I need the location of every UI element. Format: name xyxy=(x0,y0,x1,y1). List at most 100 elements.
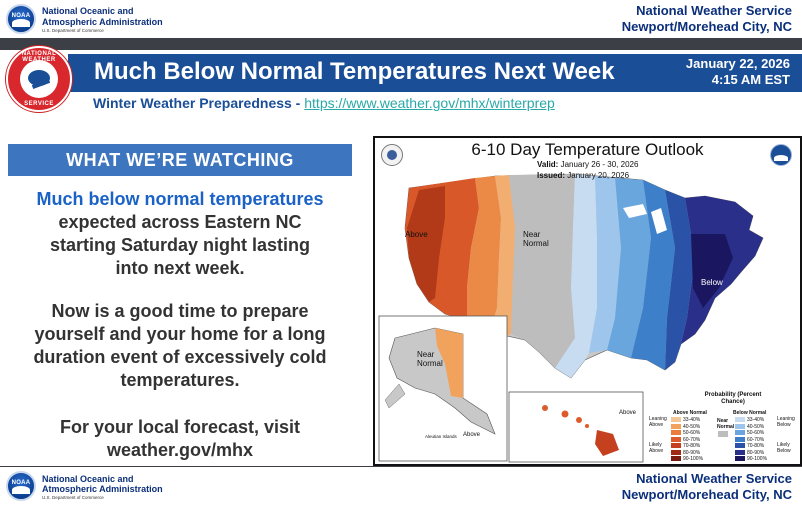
issue-time: 4:15 AM EST xyxy=(711,72,790,87)
legend-below-swatch xyxy=(735,443,745,449)
map-valid-dates: Valid: January 26 - 30, 2026 xyxy=(537,160,638,169)
legend-above-range: 60-70% xyxy=(683,436,701,443)
issued-value: January 20, 2026 xyxy=(567,171,630,180)
commerce-seal-icon xyxy=(381,144,403,166)
legend-above-row: 33-40% xyxy=(671,417,700,423)
legend-below-row: 40-50% xyxy=(735,424,764,430)
map-title: 6-10 Day Temperature Outlook xyxy=(471,140,704,159)
footer-office-line2: Newport/Morehead City, NC xyxy=(621,487,792,502)
title-bar xyxy=(68,54,802,92)
legend-below-swatch xyxy=(735,456,745,462)
label-aleutian-islands: Aleutian Islands xyxy=(425,434,457,439)
footer-org-dept: U.S. Department of Commerce xyxy=(42,495,104,500)
noaa-map-logo-icon xyxy=(770,144,792,166)
legend-title: Probability (Percent Chance) xyxy=(704,392,762,405)
legend-above-swatch xyxy=(671,436,681,442)
legend-above-row: 60-70% xyxy=(671,437,700,443)
legend-below-range: 60-70% xyxy=(747,436,765,443)
legend-below-row: 90-100% xyxy=(735,456,767,462)
top-header: NOAA National Oceanic and Atmospheric Ad… xyxy=(0,0,802,38)
legend-below-range: 80-90% xyxy=(747,449,765,456)
legend-above-swatch xyxy=(671,423,681,429)
outlook-map-graphic xyxy=(375,138,800,464)
panel-para2-line2: yourself and your home for a long xyxy=(34,324,326,344)
footer: NOAA National Oceanic and Atmospheric Ad… xyxy=(0,467,802,505)
legend-above-row: 50-60% xyxy=(671,430,700,436)
winterprep-link[interactable]: https://www.weather.gov/mhx/winterprep xyxy=(304,95,555,111)
temperature-outlook-map: 6-10 Day Temperature Outlook Valid: Janu… xyxy=(373,136,802,466)
legend-likely-below: Likely Below xyxy=(777,442,791,454)
seal-emblem xyxy=(20,60,58,98)
legend-above-row: 90-100% xyxy=(671,456,703,462)
legend-below-swatch xyxy=(735,449,745,455)
headline-highlight: Much below normal temperatures xyxy=(36,189,324,209)
footer-office-name: National Weather Service Newport/Morehea… xyxy=(622,471,792,503)
legend-leaning-below: Leaning Below xyxy=(777,416,795,428)
legend-below-range: 40-50% xyxy=(747,423,765,430)
legend-above-group: Above Normal xyxy=(673,410,707,416)
legend-below-swatch xyxy=(735,423,745,429)
legend-above-swatch xyxy=(671,443,681,449)
legend-below-swatch xyxy=(735,430,745,436)
legend-below-row: 33-40% xyxy=(735,417,764,423)
panel-para3-line1: For your local forecast, visit xyxy=(59,417,301,437)
legend-below-row: 80-90% xyxy=(735,450,764,456)
legend-above-swatch xyxy=(671,456,681,462)
legend-above-swatch xyxy=(671,449,681,455)
legend-below-row: 60-70% xyxy=(735,437,764,443)
panel-para2-line4: temperatures. xyxy=(120,370,240,390)
panel-line3: into next week. xyxy=(115,258,245,278)
org-dept: U.S. Department of Commerce xyxy=(42,28,104,33)
valid-label: Valid: xyxy=(537,160,559,169)
issued-label: Issued: xyxy=(537,171,566,180)
label-above-hawaii: Above xyxy=(619,410,637,416)
legend-below-row: 50-60% xyxy=(735,430,764,436)
legend-above-range: 80-90% xyxy=(683,449,701,456)
noaa-footer-logo-icon: NOAA xyxy=(6,471,36,501)
org-name-line2: Atmospheric Administration xyxy=(42,17,163,27)
panel-para3-line2: weather.gov/mhx xyxy=(106,440,254,460)
what-were-watching-heading: WHAT WE’RE WATCHING xyxy=(8,144,352,176)
noaa-logo-icon: NOAA xyxy=(6,4,36,34)
legend-above-range: 90-100% xyxy=(683,456,704,462)
legend-near-swatch xyxy=(718,431,728,437)
legend-below-range: 50-60% xyxy=(747,430,765,436)
issue-datetime: January 22, 2026 4:15 AM EST xyxy=(686,56,790,88)
legend-above-swatch xyxy=(671,417,681,423)
panel-line2: starting Saturday night lasting xyxy=(49,235,311,255)
legend-above-range: 50-60% xyxy=(683,430,701,436)
org-name-line1: National Oceanic and xyxy=(42,6,134,16)
map-issued-date: Issued: January 20, 2026 xyxy=(537,171,629,180)
panel-para2-line3: duration event of excessively cold xyxy=(33,347,327,367)
title-banner: Much Below Normal Temperatures Next Week… xyxy=(0,50,802,116)
office-name: National Weather Service Newport/Morehea… xyxy=(622,3,792,35)
label-above-aleutian: Above xyxy=(463,432,481,438)
issue-date: January 22, 2026 xyxy=(685,56,790,71)
legend-above-range: 33-40% xyxy=(683,417,701,423)
legend-below-swatch xyxy=(735,436,745,442)
footer-office-line1: National Weather Service xyxy=(636,471,792,486)
footer-org-line2: Atmospheric Administration xyxy=(42,484,163,494)
legend-leaning-above: Leaning Above xyxy=(649,416,667,428)
legend-above-row: 80-90% xyxy=(671,450,700,456)
legend-below-range: 90-100% xyxy=(747,456,768,462)
office-line1: National Weather Service xyxy=(636,3,792,18)
header-divider-bar xyxy=(0,38,802,50)
footer-org-line1: National Oceanic and xyxy=(42,474,134,484)
legend-above-swatch xyxy=(671,430,681,436)
subtitle: Winter Weather Preparedness - https://ww… xyxy=(93,95,555,111)
legend-below-range: 70-80% xyxy=(747,443,765,449)
panel-para2-line1: Now is a good time to prepare xyxy=(51,301,309,321)
nws-seal-icon: NATIONAL WEATHER SERVICE xyxy=(6,46,72,112)
page-title: Much Below Normal Temperatures Next Week xyxy=(94,58,615,85)
legend-above-row: 70-80% xyxy=(671,443,700,449)
seal-text-bottom: SERVICE xyxy=(24,101,54,107)
legend-likely-above: Likely Above xyxy=(649,442,664,454)
legend-above-range: 40-50% xyxy=(683,423,701,430)
valid-value: January 26 - 30, 2026 xyxy=(560,160,639,169)
legend-below-swatch xyxy=(735,417,745,423)
legend-near-group: Near Normal xyxy=(717,418,735,430)
label-below: Below xyxy=(701,278,723,287)
legend-below-range: 33-40% xyxy=(747,417,765,423)
label-above-west: Above xyxy=(405,230,428,239)
